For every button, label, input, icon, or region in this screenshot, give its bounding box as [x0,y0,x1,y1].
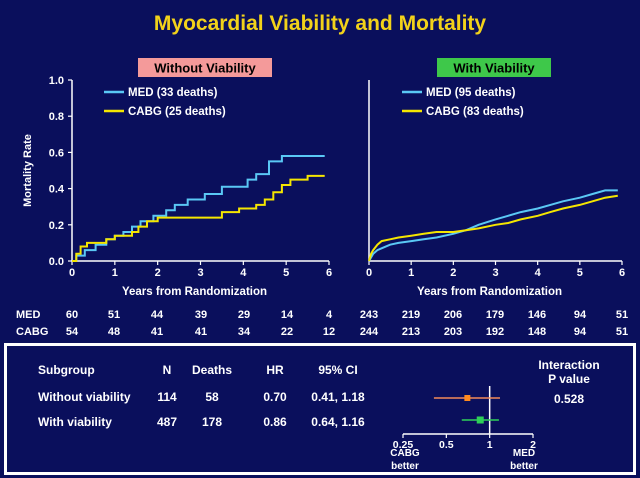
risk-value-without: 48 [108,326,120,338]
forest-right-label-2: better [510,461,538,472]
risk-value-without: 51 [108,309,120,321]
risk-value-with: 51 [616,326,628,338]
risk-value-without: 41 [151,326,163,338]
x-tick-label-without: 1 [112,267,118,279]
risk-value-with: 94 [574,309,587,321]
risk-value-with: 146 [528,309,546,321]
risk-value-without: 34 [238,326,251,338]
x-tick-label-without: 3 [197,267,203,279]
forest-cell-n: 487 [157,415,177,429]
risk-value-with: 148 [528,326,546,338]
series-line-med-without [72,155,325,262]
x-tick-label-with: 1 [408,267,414,279]
x-tick-label-without: 5 [283,267,289,279]
forest-cell-ci: 0.41, 1.18 [311,390,365,404]
forest-header: HR [266,363,284,377]
forest-left-label-2: better [391,461,419,472]
y-tick-label-without: 0.0 [49,256,64,268]
forest-hr-marker [464,395,471,401]
x-tick-label-without: 6 [326,267,332,279]
series-line-cabg-without [72,174,325,262]
legend-cabg-with: CABG (83 deaths) [426,106,524,118]
y-tick-label-without: 0.2 [49,220,64,232]
y-tick-label-without: 1.0 [49,75,64,87]
x-tick-label-with: 4 [535,267,542,279]
forest-cell-n: 114 [157,390,177,404]
forest-right-label: MED [513,448,535,459]
x-tick-label-with: 0 [366,267,372,279]
y-tick-label-without: 0.6 [49,147,64,159]
x-axis-label-with: Years from Randomization [417,286,562,298]
forest-header: 95% CI [318,363,357,377]
x-tick-label-without: 4 [240,267,247,279]
risk-value-with: 94 [574,326,587,338]
forest-header: Subgroup [38,363,95,377]
risk-value-with: 203 [444,326,462,338]
risk-row-label: MED [16,309,41,321]
x-tick-label-with: 6 [619,267,625,279]
risk-value-with: 213 [402,326,420,338]
risk-value-without: 39 [195,309,207,321]
risk-value-with: 243 [360,309,378,321]
forest-header: Deaths [192,363,232,377]
legend-cabg-without: CABG (25 deaths) [128,106,226,118]
y-tick-label-without: 0.4 [49,184,65,196]
interaction-label: Interaction [538,358,599,372]
risk-value-with: 51 [616,309,628,321]
risk-row-label: CABG [16,326,48,338]
panel-badge-without [138,58,272,77]
risk-value-without: 41 [195,326,207,338]
risk-value-with: 219 [402,309,420,321]
risk-value-without: 60 [66,309,78,321]
risk-value-with: 206 [444,309,462,321]
page-title: Myocardial Viability and Mortality [153,12,487,35]
forest-tick-label: 0.25 [393,439,414,451]
forest-cell-hr: 0.70 [263,390,287,404]
x-tick-label-without: 0 [69,267,75,279]
forest-cell-deaths: 58 [205,390,219,404]
risk-value-without: 22 [281,326,293,338]
legend-med-without: MED (33 deaths) [128,87,218,99]
y-axis-label-without: Mortality Rate [22,134,34,207]
panel-label-without: Without Viability [154,61,256,76]
forest-cell-hr: 0.86 [263,415,287,429]
risk-value-without: 14 [281,309,294,321]
forest-tick-label: 1 [487,439,493,451]
forest-cell-subgroup: Without viability [38,390,131,404]
interaction-p-value: 0.528 [554,392,584,406]
risk-value-with: 179 [486,309,504,321]
x-tick-label-with: 3 [492,267,498,279]
risk-value-with: 192 [486,326,504,338]
subgroup-panel-frame [4,343,636,475]
x-tick-label-with: 2 [450,267,456,279]
legend-med-with: MED (95 deaths) [426,87,516,99]
risk-value-without: 4 [326,309,333,321]
risk-value-without: 29 [238,309,250,321]
forest-tick-label: 2 [530,439,536,451]
x-tick-label-without: 2 [155,267,161,279]
risk-value-without: 44 [151,309,164,321]
forest-cell-ci: 0.64, 1.16 [311,415,365,429]
forest-cell-deaths: 178 [202,415,222,429]
x-tick-label-with: 5 [577,267,583,279]
risk-value-with: 244 [360,326,379,338]
forest-cell-subgroup: With viability [38,415,112,429]
interaction-label-2: P value [548,372,590,386]
forest-header: N [163,363,172,377]
panel-badge-with [437,58,551,77]
x-axis-label-without: Years from Randomization [122,286,267,298]
y-tick-label-without: 0.8 [49,111,64,123]
forest-left-label: CABG [390,448,420,459]
panel-label-with: With Viability [453,61,535,76]
risk-value-without: 54 [66,326,79,338]
forest-hr-marker [476,416,484,424]
series-line-cabg-with [368,194,618,262]
risk-value-without: 12 [323,326,335,338]
forest-tick-label: 0.5 [439,439,454,451]
